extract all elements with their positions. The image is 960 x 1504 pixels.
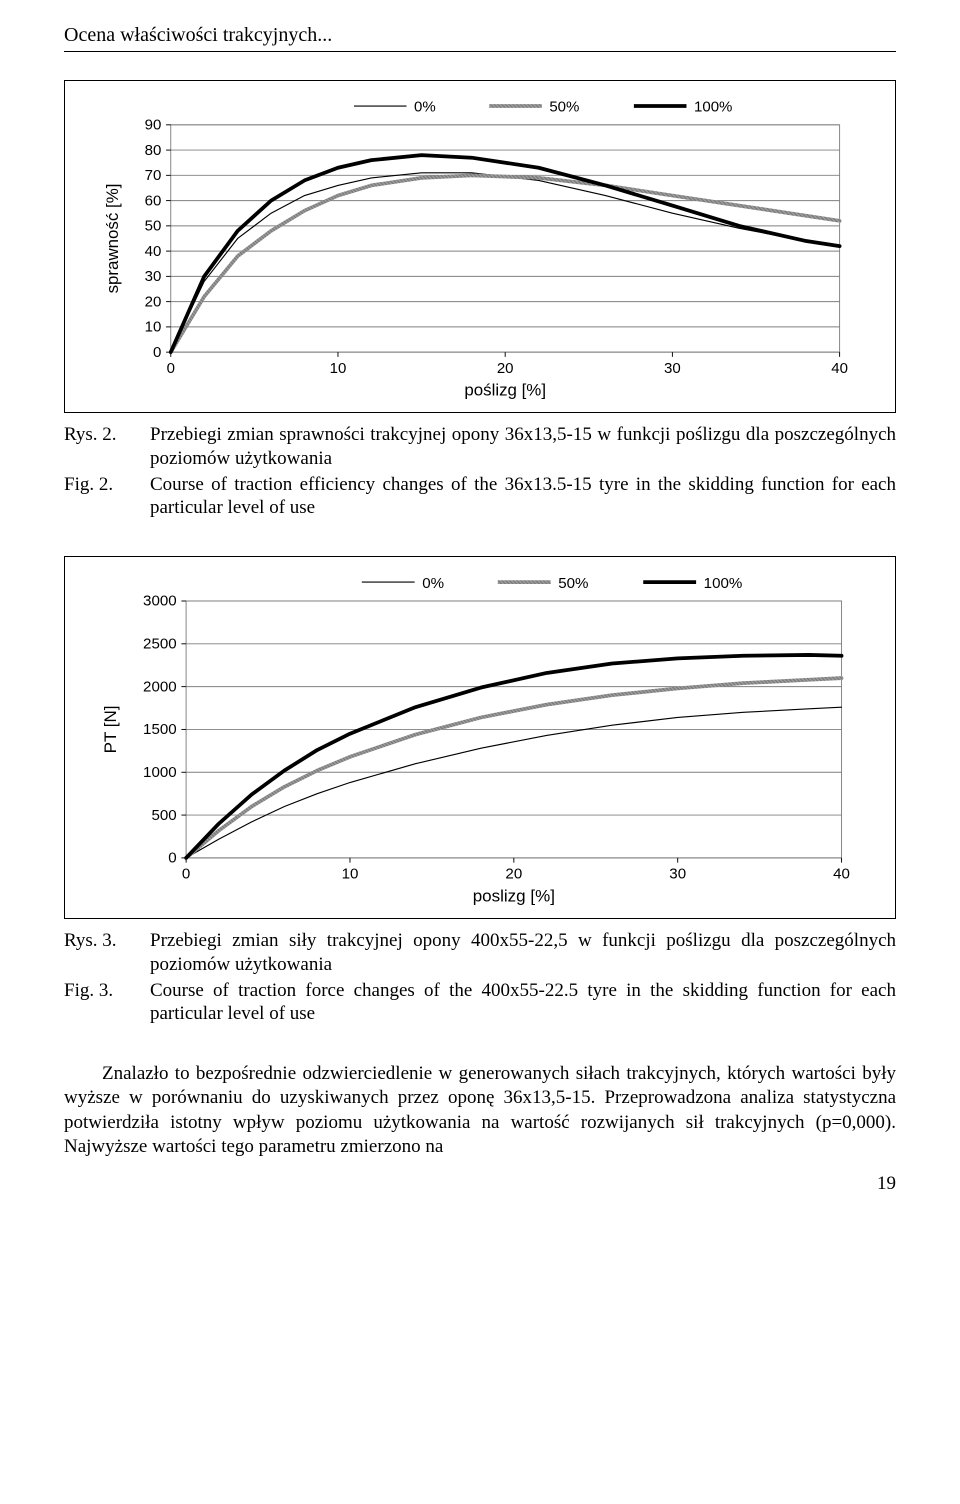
caption2-fig-key: Fig. 3. xyxy=(64,979,150,1027)
svg-text:sprawność [%]: sprawność [%] xyxy=(103,184,122,294)
caption2-rys-key: Rys. 3. xyxy=(64,929,150,977)
svg-text:poslizg [%]: poslizg [%] xyxy=(473,886,555,905)
caption1: Rys. 2. Przebiegi zmian sprawności trakc… xyxy=(64,423,896,520)
caption2: Rys. 3. Przebiegi zmian siły trakcyjnej … xyxy=(64,929,896,1026)
svg-text:0%: 0% xyxy=(414,99,436,116)
svg-text:0: 0 xyxy=(153,344,161,361)
chart1-frame: 0 10 20 30 40 0 10 20 30 40 50 60 70 80 90 poślizg [%] s… xyxy=(64,80,896,413)
svg-text:30: 30 xyxy=(664,360,681,377)
chart2-svg: 0 10 20 30 40 0 500 1000 1500 2000 2500 3000 poslizg… xyxy=(73,567,881,907)
svg-text:70: 70 xyxy=(145,167,162,184)
page-number: 19 xyxy=(64,1173,896,1195)
svg-text:500: 500 xyxy=(151,807,176,824)
svg-text:0: 0 xyxy=(168,850,176,867)
chart1-svg: 0 10 20 30 40 0 10 20 30 40 50 60 70 80 90 poślizg [%] s… xyxy=(73,91,881,401)
svg-text:40: 40 xyxy=(145,243,162,260)
svg-text:1500: 1500 xyxy=(143,721,177,738)
svg-text:90: 90 xyxy=(145,117,162,134)
svg-text:20: 20 xyxy=(497,360,514,377)
chart2-frame: 0 10 20 30 40 0 500 1000 1500 2000 2500 3000 poslizg… xyxy=(64,556,896,919)
svg-text:20: 20 xyxy=(505,866,522,883)
svg-text:PT [N]: PT [N] xyxy=(101,706,120,754)
svg-text:30: 30 xyxy=(669,866,686,883)
caption1-fig-key: Fig. 2. xyxy=(64,473,150,521)
caption1-rys-text: Przebiegi zmian sprawności trakcyjnej op… xyxy=(150,423,896,471)
svg-text:50%: 50% xyxy=(549,99,579,116)
caption2-fig-text: Course of traction force changes of the … xyxy=(150,979,896,1027)
svg-text:30: 30 xyxy=(145,268,162,285)
caption2-rys-text: Przebiegi zmian siły trakcyjnej opony 40… xyxy=(150,929,896,977)
svg-text:60: 60 xyxy=(145,192,162,209)
caption1-rys-key: Rys. 2. xyxy=(64,423,150,471)
svg-text:poślizg [%]: poślizg [%] xyxy=(464,380,546,399)
svg-text:40: 40 xyxy=(831,360,848,377)
svg-text:10: 10 xyxy=(330,360,347,377)
body-paragraph: Znalazło to bezpośrednie odzwierciedleni… xyxy=(64,1062,896,1159)
svg-text:20: 20 xyxy=(145,293,162,310)
svg-text:0: 0 xyxy=(167,360,175,377)
header-rule xyxy=(64,51,896,52)
svg-text:2000: 2000 xyxy=(143,678,177,695)
svg-text:0: 0 xyxy=(182,866,190,883)
svg-text:50: 50 xyxy=(145,218,162,235)
svg-text:2500: 2500 xyxy=(143,636,177,653)
svg-text:10: 10 xyxy=(145,319,162,336)
svg-text:0%: 0% xyxy=(422,575,444,592)
svg-text:50%: 50% xyxy=(558,575,588,592)
svg-text:10: 10 xyxy=(342,866,359,883)
svg-text:40: 40 xyxy=(833,866,850,883)
caption1-fig-text: Course of traction efficiency changes of… xyxy=(150,473,896,521)
svg-text:100%: 100% xyxy=(694,99,732,116)
svg-text:100%: 100% xyxy=(704,575,743,592)
svg-text:1000: 1000 xyxy=(143,764,177,781)
running-title: Ocena właściwości trakcyjnych... xyxy=(64,24,896,47)
svg-text:3000: 3000 xyxy=(143,593,177,610)
svg-text:80: 80 xyxy=(145,142,162,159)
